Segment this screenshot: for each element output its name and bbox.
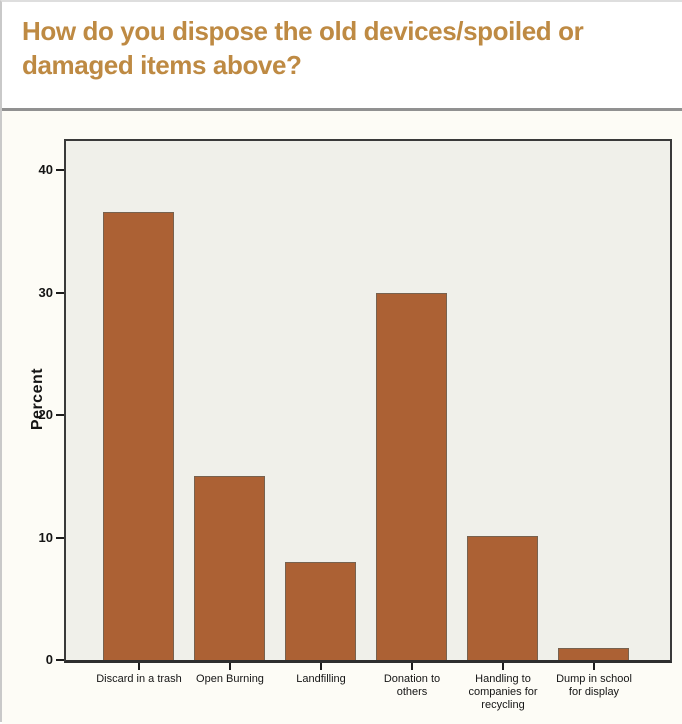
x-tick-label-line: Discard in a trash bbox=[96, 673, 182, 685]
x-tick-label-line: Handling to bbox=[475, 673, 531, 685]
x-tick-label-line: Open Burning bbox=[196, 673, 264, 685]
page-title: How do you dispose the old devices/spoil… bbox=[22, 16, 584, 80]
x-tick-label-line: Dump in school bbox=[556, 673, 632, 685]
bar-discard-in-a-trash bbox=[103, 212, 174, 660]
x-tick-mark-handling-to-companies-for-recycling bbox=[502, 663, 504, 670]
x-tick-mark-donation-to-others bbox=[411, 663, 413, 670]
x-tick-mark-landfilling bbox=[320, 663, 322, 670]
y-axis-title: Percent bbox=[29, 367, 46, 431]
x-tick-label-handling-to-companies-for-recycling: Handling to companies for recycling bbox=[447, 673, 559, 712]
y-tick-label-30: 30 bbox=[38, 285, 53, 300]
bar-handling-to-companies-for-recycling bbox=[467, 536, 538, 660]
x-tick-label-discard-in-a-trash: Discard in a trash bbox=[83, 673, 195, 686]
y-tick-mark-0 bbox=[56, 659, 64, 661]
plot-inner bbox=[66, 141, 670, 660]
chart-panel: Percent 0 10 20 30 40 Discard in a trash Open … bbox=[2, 111, 682, 724]
plot-area bbox=[64, 139, 672, 663]
header: How do you dispose the old devices/spoil… bbox=[2, 2, 682, 108]
y-tick-label-40: 40 bbox=[38, 162, 53, 177]
x-tick-label-donation-to-others: Donation to others bbox=[356, 673, 468, 699]
x-tick-mark-discard-in-a-trash bbox=[138, 663, 140, 670]
x-tick-label-line: for display bbox=[568, 686, 620, 698]
bar-donation-to-others bbox=[376, 293, 447, 660]
header-divider bbox=[2, 108, 682, 111]
x-tick-mark-dump-in-school-for-display bbox=[593, 663, 595, 670]
x-tick-label-dump-in-school-for-display: Dump in school for display bbox=[538, 673, 650, 699]
y-tick-label-20: 20 bbox=[38, 407, 53, 422]
y-tick-mark-30 bbox=[56, 292, 64, 294]
x-tick-label-landfilling: Landfilling bbox=[265, 673, 377, 686]
y-tick-mark-20 bbox=[56, 414, 64, 416]
bar-open-burning bbox=[194, 476, 265, 660]
bar-dump-in-school-for-display bbox=[558, 648, 629, 660]
x-tick-label-line: recycling bbox=[481, 699, 525, 711]
y-tick-label-0: 0 bbox=[45, 652, 53, 667]
bar-landfilling bbox=[285, 562, 356, 660]
y-tick-label-10: 10 bbox=[38, 530, 53, 545]
x-tick-label-line: companies for bbox=[468, 686, 538, 698]
y-tick-mark-10 bbox=[56, 537, 64, 539]
x-tick-label-line: Donation to bbox=[383, 673, 441, 685]
x-tick-label-line: others bbox=[396, 686, 428, 698]
y-tick-mark-40 bbox=[56, 169, 64, 171]
x-tick-label-open-burning: Open Burning bbox=[174, 673, 286, 686]
x-tick-label-line: Landfilling bbox=[296, 673, 346, 685]
x-tick-mark-open-burning bbox=[229, 663, 231, 670]
